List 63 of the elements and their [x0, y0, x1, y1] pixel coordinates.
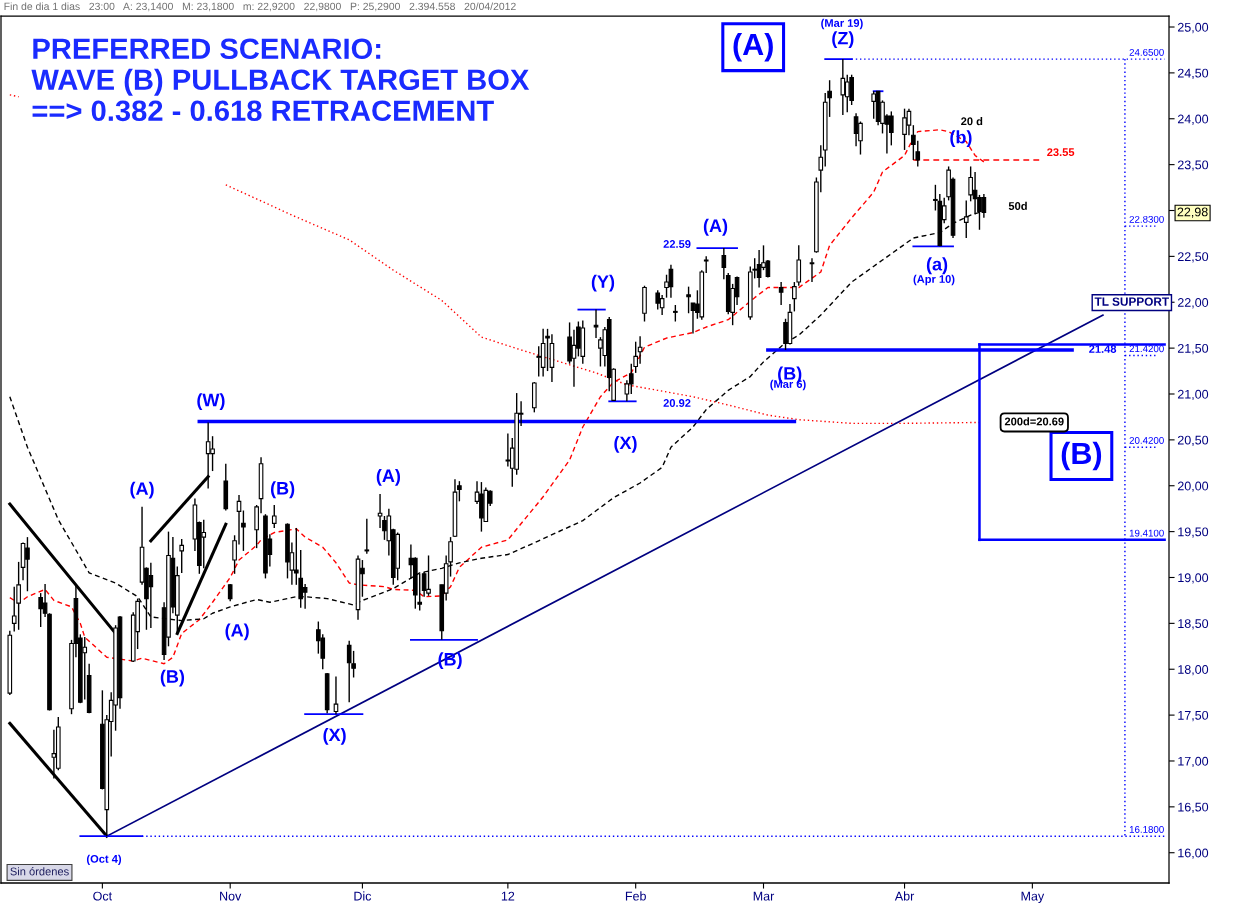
annotation: 50d	[1008, 201, 1027, 210]
annotation: 24.6500	[1129, 48, 1164, 56]
y-tick-label: 18,00	[1178, 665, 1209, 676]
y-tick-label: 21,50	[1177, 343, 1209, 355]
x-tick-label: Mar	[753, 891, 775, 901]
annotation: (W)	[197, 393, 225, 411]
annotation: (A)	[703, 218, 728, 236]
annotation: (A)	[376, 468, 401, 486]
annotation: (A)	[733, 32, 773, 62]
annotation: (X)	[614, 435, 637, 453]
annotation: (Z)	[832, 31, 854, 49]
annotation: 19.4100	[1129, 529, 1164, 537]
annotation: (B)	[1061, 441, 1102, 471]
annotation: (B)	[438, 652, 462, 670]
annotation: (Oct 4)	[86, 854, 122, 865]
annotation: 21.48	[1089, 345, 1117, 353]
annotation: 22.59	[663, 240, 691, 248]
annotation: (Y)	[591, 274, 615, 292]
annotation: (A)	[130, 481, 154, 499]
annotation: 20 d	[961, 117, 983, 126]
y-tick-label: 19,00	[1178, 573, 1209, 584]
x-tick-label: Feb	[625, 891, 646, 901]
text: 22,98	[1177, 207, 1208, 218]
y-tick-label: 21,00	[1177, 389, 1209, 401]
y-tick-label: 22,00	[1177, 298, 1209, 309]
annotation: 200d=20.69	[1004, 417, 1064, 426]
y-tick-label: 25,00	[1177, 22, 1209, 34]
y-tick-label: 18,50	[1178, 619, 1209, 630]
annotation: Sin órdenes	[10, 867, 69, 876]
x-tick-label: Dic	[354, 891, 372, 901]
annotation: 16.1800	[1129, 826, 1164, 833]
y-tick-label: 19,50	[1178, 527, 1209, 538]
y-tick-label: 24,00	[1177, 114, 1209, 125]
annotation: (Mar 19)	[821, 18, 863, 30]
x-tick-label: Oct	[93, 891, 112, 901]
annotation: (b)	[950, 130, 972, 148]
y-tick-label: 17,50	[1178, 710, 1209, 722]
annotation: (A)	[225, 623, 249, 641]
annotation: (Apr 10)	[913, 274, 955, 286]
x-tick-label: Abr	[894, 891, 915, 901]
annotation: (X)	[323, 727, 346, 745]
annotation: 23.55	[1047, 148, 1075, 157]
y-tick-label: 20,00	[1177, 481, 1209, 492]
y-tick-label: 23,50	[1177, 160, 1209, 171]
annotation: (a)	[926, 257, 948, 275]
annotation: 22.8300	[1129, 215, 1164, 223]
annotation: (B)	[270, 481, 295, 499]
x-tick-label: May	[1021, 891, 1045, 903]
x-tick-label: 12	[501, 891, 515, 901]
y-tick-label: 22,50	[1177, 252, 1209, 263]
annotation: 20.4200	[1129, 437, 1164, 444]
y-tick-label: 24,50	[1177, 68, 1209, 80]
annotation: (B)	[160, 669, 185, 687]
annotation: 20.92	[663, 399, 691, 407]
y-tick-label: 20,50	[1177, 435, 1209, 446]
text: PREFERRED SCENARIO: WAVE (B) PULLBACK TARGET BOX ==> 0.382 - 0.618 RETRACEMENT	[31, 38, 530, 122]
x-tick-label: Nov	[220, 891, 242, 901]
annotation: 21.4200	[1129, 345, 1164, 353]
y-tick-label: 16,50	[1178, 802, 1209, 813]
y-tick-label: 17,00	[1178, 756, 1209, 768]
annotation: TL SUPPORT	[1094, 297, 1169, 306]
y-tick-label: 16,00	[1178, 848, 1209, 859]
text: Fin de dia 1 dias 23:00 A: 23,1400 M: 23,1800 m: 22,9200 22,9800 P: 25,2900 2.394.558 20/04/2012	[4, 2, 516, 12]
